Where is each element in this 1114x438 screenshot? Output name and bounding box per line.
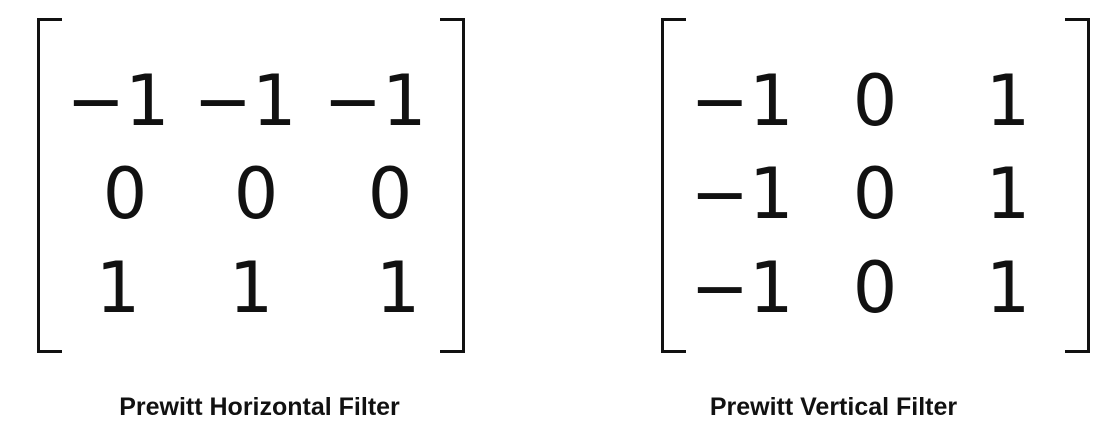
- matrix-cell: −1: [690, 247, 794, 329]
- matrix-cell: 0: [367, 153, 413, 235]
- prewitt-vertical-panel: −1 0 1 −1 0 1 −1 0 1 Prewitt Vertical Fi…: [557, 0, 1114, 438]
- matrix-cell: 1: [95, 247, 141, 329]
- matrix-cell: −1: [690, 60, 794, 142]
- matrix-cell: −1: [323, 60, 427, 142]
- matrix-cell: 0: [852, 153, 898, 235]
- filter-caption: Prewitt Horizontal Filter: [119, 393, 400, 421]
- matrix-cell: 1: [985, 247, 1031, 329]
- matrix-cell: −1: [690, 153, 794, 235]
- left-bracket: [661, 18, 686, 353]
- matrix-cell: 0: [102, 153, 148, 235]
- left-bracket: [37, 18, 62, 353]
- matrix-cell: 1: [228, 247, 274, 329]
- filter-caption: Prewitt Vertical Filter: [709, 393, 958, 421]
- matrix-cell: 0: [233, 153, 279, 235]
- right-bracket: [440, 18, 465, 353]
- matrix-cell: 1: [985, 60, 1031, 142]
- matrix-cell: 1: [375, 247, 421, 329]
- matrix-cell: 0: [852, 247, 898, 329]
- matrix-cell: 1: [985, 153, 1031, 235]
- matrix-cell: −1: [66, 60, 170, 142]
- matrix-cell: 0: [852, 60, 898, 142]
- matrix-cell: −1: [193, 60, 297, 142]
- prewitt-horizontal-panel: −1 −1 −1 0 0 0 1 1 1 Prewitt Horizontal …: [37, 18, 465, 421]
- right-bracket: [1065, 18, 1090, 353]
